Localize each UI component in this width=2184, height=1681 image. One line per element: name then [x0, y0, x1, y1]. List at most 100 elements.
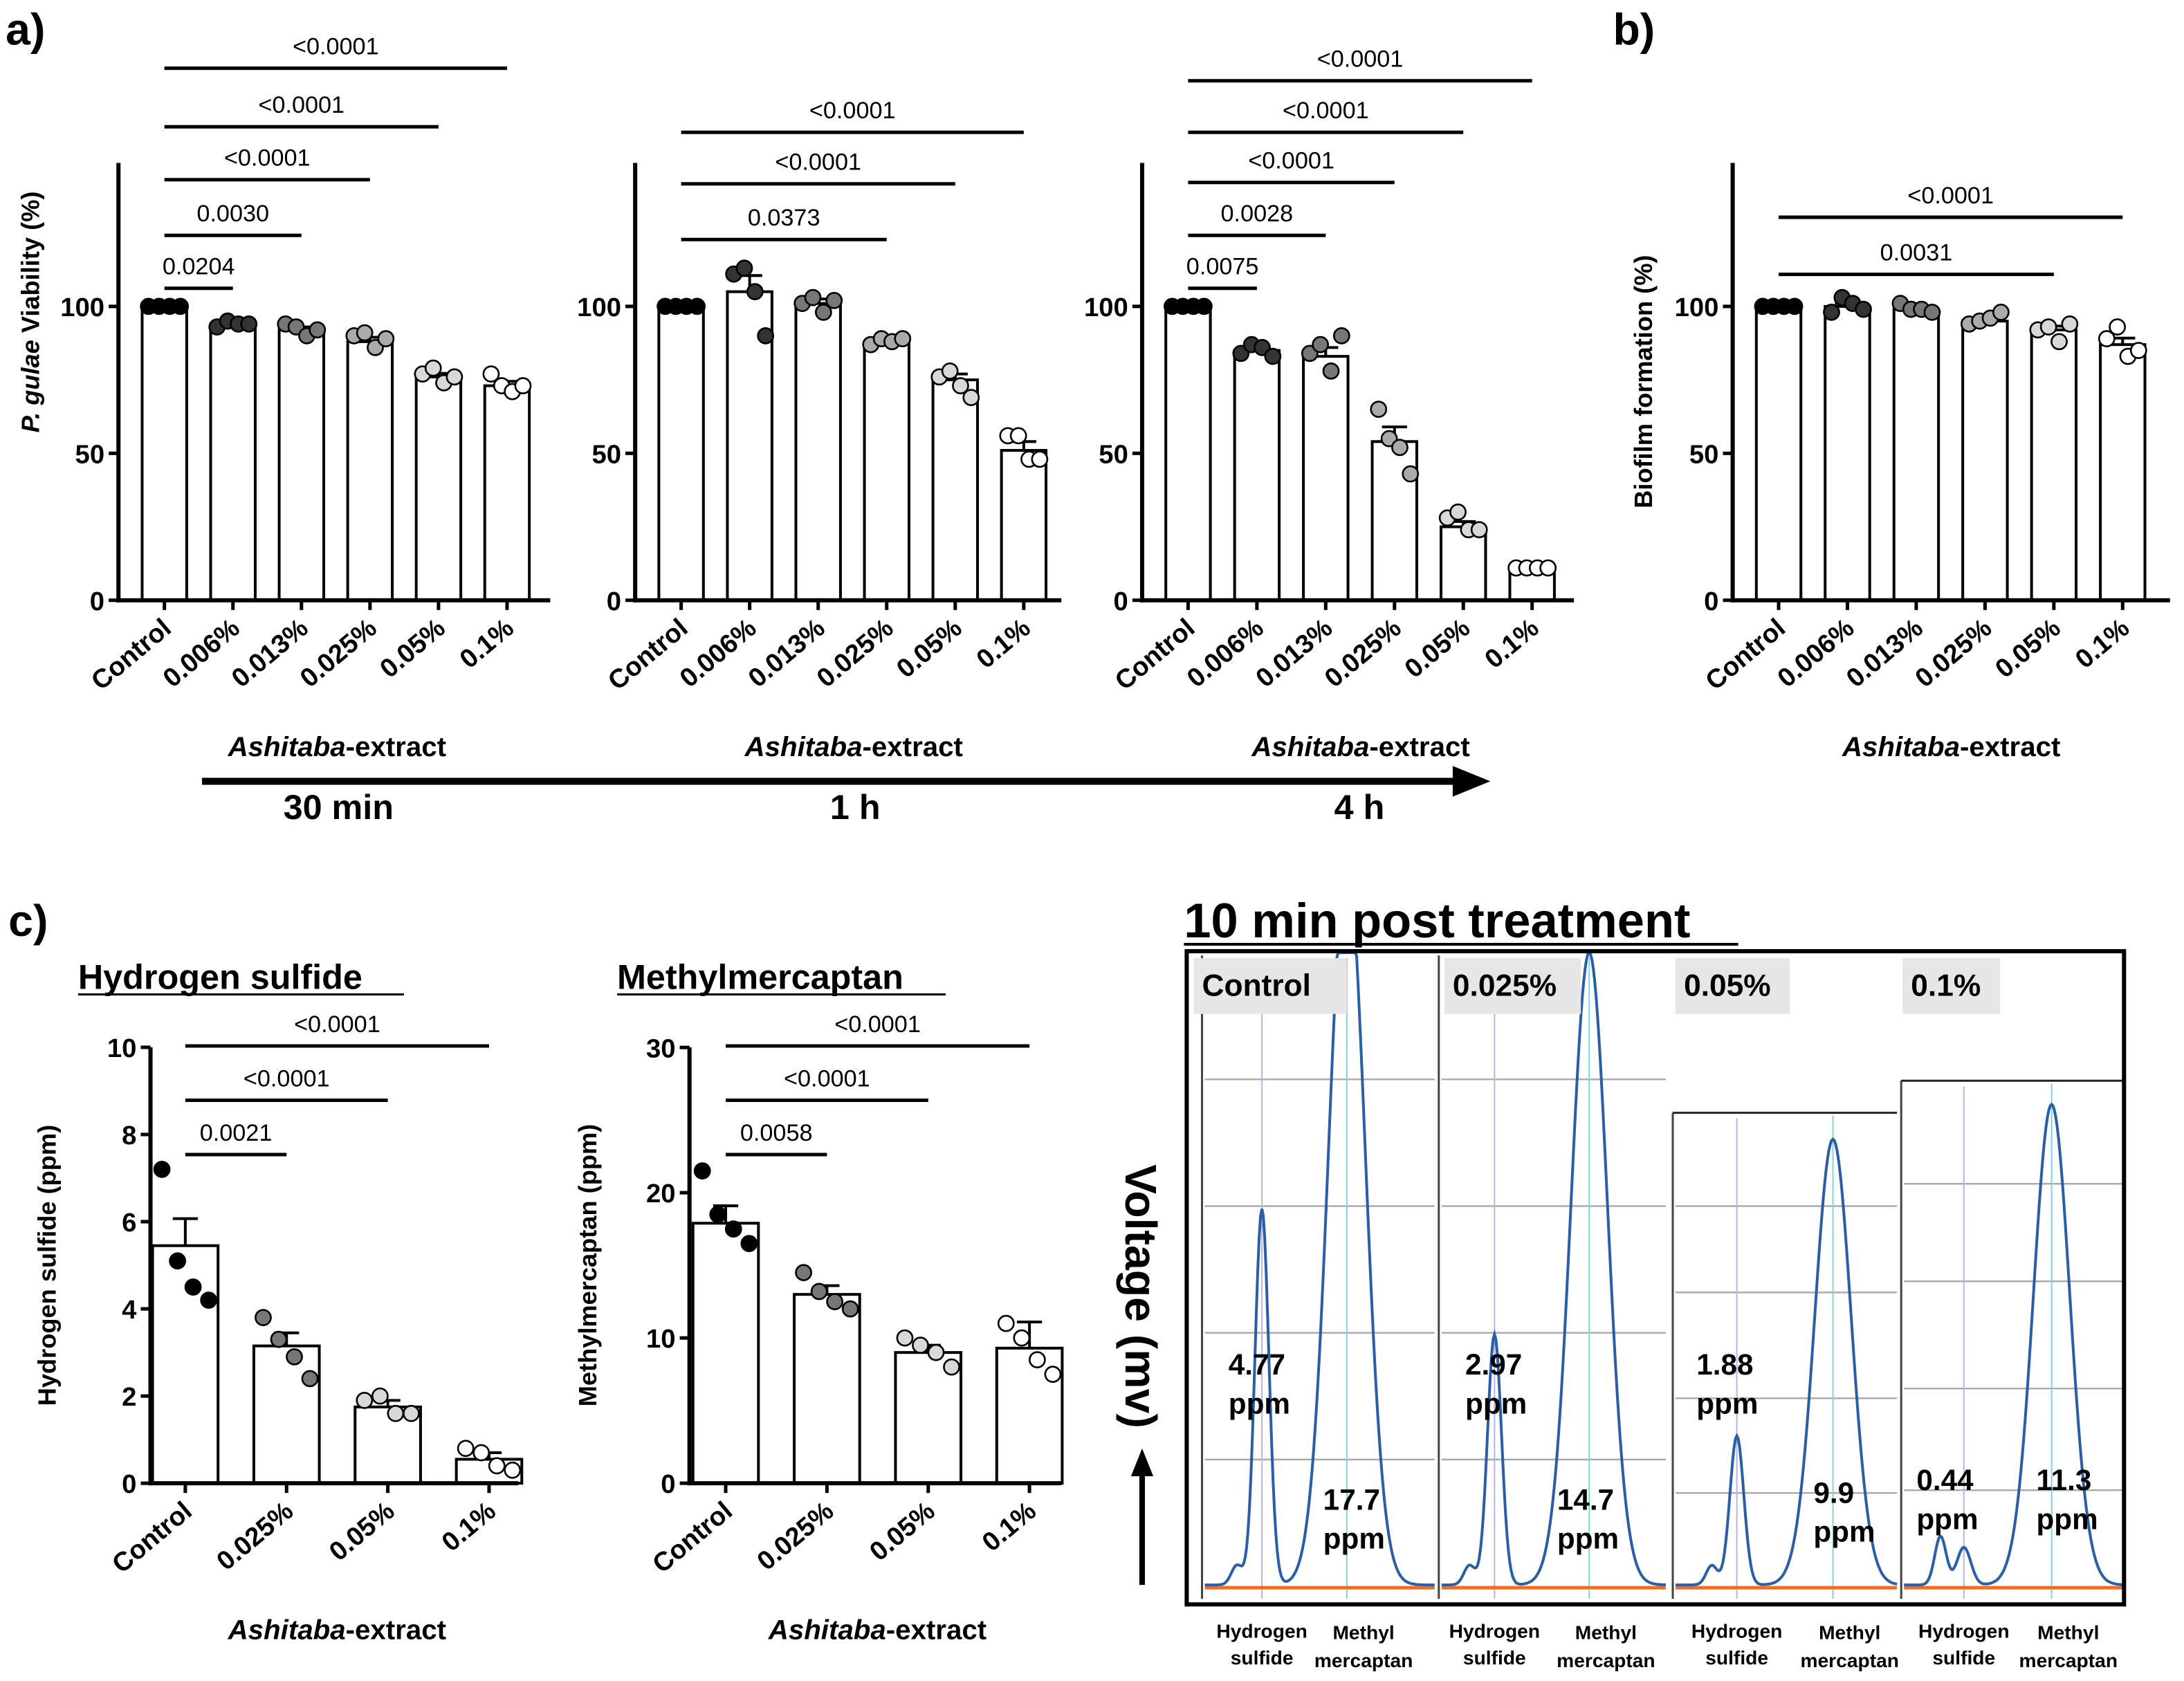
data-point [740, 1235, 758, 1253]
data-point [810, 1283, 828, 1301]
p-value-label: <0.0001 [244, 1065, 330, 1092]
data-point [1322, 362, 1340, 380]
x-label-mm-line1: Methyl [1575, 1622, 1637, 1644]
data-point [255, 1309, 272, 1327]
y-axis-label: Hydrogen sulfide (ppm) [33, 1125, 62, 1406]
x-tick-label: 0.025% [811, 613, 899, 693]
y-axis-label: Biofilm formation (%) [1629, 255, 1658, 508]
data-point [270, 1330, 288, 1348]
chromatogram-trace [1904, 1102, 2125, 1587]
p-value-label: <0.0001 [1907, 183, 1994, 209]
h2s-ppm-value: 4.77 [1229, 1348, 1285, 1381]
data-point [240, 315, 258, 333]
x-label-mm-line2: mercaptan [1314, 1649, 1413, 1671]
bar-0.1% [483, 384, 531, 602]
y-tick-label: 0 [607, 587, 621, 616]
bar-0.013% [1892, 308, 1940, 602]
h2s-ppm-unit: ppm [1916, 1503, 1978, 1536]
data-point [1539, 559, 1557, 577]
time-label-4h: 4 h [1334, 787, 1385, 827]
x-axis-label-rest: -extract [886, 1615, 987, 1646]
y-tick-label: 0 [1114, 587, 1128, 616]
x-tick-label: Control [647, 1496, 738, 1579]
data-point [2129, 342, 2147, 360]
x-label-h2s-line1: Hydrogen [1449, 1620, 1540, 1642]
x-tick-label: 0.05% [374, 613, 451, 684]
x-tick-label: Control [1700, 613, 1791, 696]
condition-label: Control [1202, 968, 1311, 1002]
data-point [2050, 333, 2068, 351]
bar-0.05% [1440, 525, 1487, 602]
x-tick-label: 0.05% [1990, 613, 2066, 684]
x-axis-label-italic: Ashitaba [228, 1615, 346, 1646]
data-point [514, 377, 532, 394]
h2s-ppm-value: 0.44 [1916, 1464, 1974, 1496]
data-point [488, 1457, 506, 1475]
y-tick-label: 50 [1099, 439, 1128, 469]
data-point [387, 1404, 405, 1422]
condition-label: 0.05% [1684, 968, 1771, 1002]
bar-0.013% [277, 328, 326, 602]
x-axis-label: Ashitaba-extract [744, 731, 963, 762]
data-point [356, 324, 374, 342]
condition-label-bg [1444, 958, 1581, 1014]
x-axis-label-italic: Ashitaba [768, 1615, 886, 1646]
p-value-label: <0.0001 [258, 92, 345, 118]
p-value-label: <0.0001 [775, 149, 861, 176]
x-tick-label: 0.025% [751, 1496, 839, 1576]
data-point [1028, 1351, 1046, 1369]
time-label-1h: 1 h [830, 787, 881, 827]
data-point [200, 1292, 218, 1309]
bar-Control [1164, 304, 1212, 602]
p-value-label: 0.0028 [1221, 201, 1294, 227]
x-tick-label: Control [107, 1496, 198, 1579]
voltage-arrow-head [1130, 1448, 1154, 1477]
bar-0.006% [1824, 304, 1871, 602]
data-point [1786, 297, 1804, 315]
data-point [841, 1300, 859, 1318]
data-point [757, 327, 775, 345]
y-axis-label-text: Viability (%) [16, 192, 44, 340]
bar-Control [1754, 304, 1803, 602]
y-tick-label: 20 [646, 1179, 676, 1209]
data-point [735, 259, 753, 277]
data-point [172, 297, 190, 315]
mm-ppm-value: 17.7 [1323, 1483, 1380, 1516]
data-point [1312, 336, 1330, 353]
h2s-ppm-unit: ppm [1696, 1387, 1758, 1420]
x-tick-label: 0.006% [674, 613, 762, 693]
bar-Control [691, 1222, 760, 1485]
chromatogram: 10 min post treatment Voltage (mv) Contr… [1116, 893, 2127, 1671]
bar-0.013% [794, 302, 842, 602]
data-point [825, 292, 843, 309]
time-label-30min: 30 min [284, 787, 394, 827]
x-label-mm-line1: Methyl [2037, 1622, 2099, 1644]
y-tick-label: 100 [1675, 293, 1719, 322]
x-axis-label: Ashitaba-extract [228, 1615, 446, 1646]
panel-label-c: c) [8, 896, 48, 946]
bar-Control [140, 304, 188, 602]
x-label-mm-line1: Methyl [1332, 1622, 1394, 1644]
mm-ppm-value: 11.3 [2036, 1464, 2091, 1496]
bar-0.013% [1302, 355, 1350, 602]
condition-label: 0.1% [1911, 968, 1981, 1002]
mm-ppm-unit: ppm [1813, 1516, 1875, 1548]
x-tick-label: 0.1% [2070, 613, 2135, 674]
data-point [482, 365, 500, 383]
y-tick-label: 0 [661, 1469, 675, 1499]
p-value-label: 0.0021 [200, 1120, 273, 1146]
bar-0.05% [414, 375, 463, 602]
data-point [1195, 297, 1213, 315]
x-label-h2s-line1: Hydrogen [1216, 1620, 1307, 1642]
data-point [943, 1358, 960, 1376]
p-value-label: 0.0058 [740, 1120, 813, 1146]
data-point [309, 321, 327, 339]
mm-ppm-unit: ppm [1323, 1523, 1385, 1555]
h2s-ppm-value: 2.97 [1465, 1348, 1522, 1381]
data-point [962, 389, 980, 406]
time-arrow-head [1452, 766, 1491, 797]
x-tick-label: 0.1% [977, 1496, 1042, 1557]
